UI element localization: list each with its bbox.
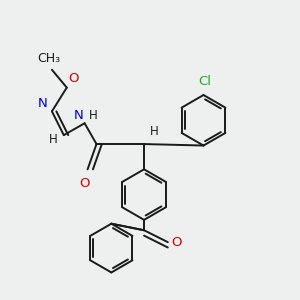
Text: H: H: [149, 124, 158, 137]
Text: O: O: [68, 72, 79, 85]
Text: CH₃: CH₃: [38, 52, 61, 65]
Text: H: H: [49, 133, 58, 146]
Text: O: O: [80, 177, 90, 190]
Text: O: O: [171, 236, 181, 249]
Text: H: H: [89, 109, 98, 122]
Text: Cl: Cl: [199, 75, 212, 88]
Text: N: N: [74, 109, 83, 122]
Text: N: N: [38, 97, 47, 110]
